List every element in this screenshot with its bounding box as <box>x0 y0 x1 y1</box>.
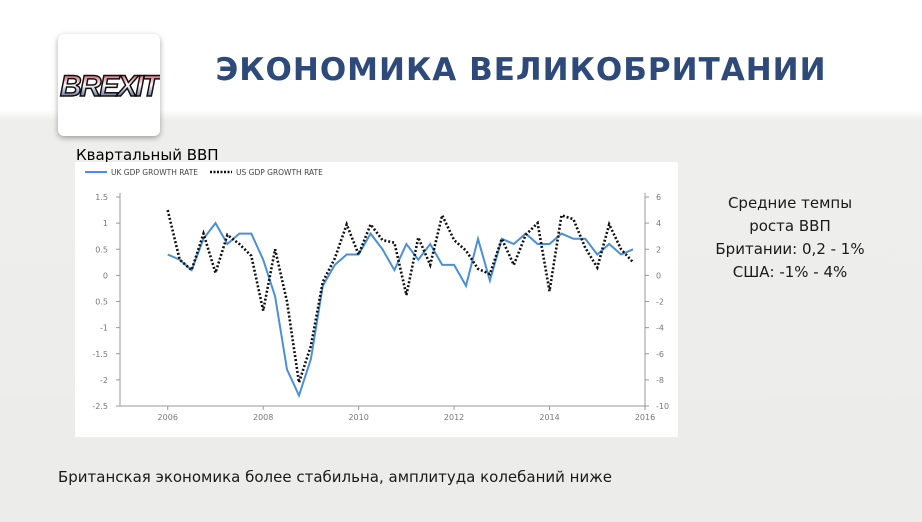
side-note-line: Британии: 0,2 - 1% <box>715 240 865 258</box>
logo-wordmark: BREXIT <box>60 70 160 103</box>
slide-title: ЭКОНОМИКА ВЕЛИКОБРИТАНИИ <box>215 52 827 88</box>
y-left-tick-label: -2.5 <box>92 402 108 411</box>
x-tick-label: 2016 <box>635 413 655 422</box>
y-right-tick-label: -10 <box>656 402 669 411</box>
y-right-tick-label: -8 <box>656 376 664 385</box>
x-tick-label: 2006 <box>158 413 178 422</box>
y-right-tick-label: -6 <box>656 350 664 359</box>
y-right-tick-label: 6 <box>656 193 661 202</box>
y-right-tick-label: 2 <box>656 245 661 254</box>
y-right-tick-label: -4 <box>656 324 664 333</box>
y-left-tick-label: 0 <box>103 271 108 280</box>
side-note-line: США: -1% - 4% <box>732 263 848 281</box>
x-tick-label: 2010 <box>348 413 368 422</box>
y-left-tick-label: -1 <box>100 324 108 333</box>
gdp-chart: -2.5 -2 -1.5 -1 0.5 0 0.5 1 1.5 -10 -8 -6 -4 -2 0 2 4 6 20… <box>75 162 678 437</box>
y-right-tick-label: 0 <box>656 271 661 280</box>
y-left-tick-label: -1.5 <box>92 350 108 359</box>
side-note: Средние темпы роста ВВП Британии: 0,2 - … <box>700 192 880 284</box>
x-tick-label: 2008 <box>253 413 273 422</box>
x-tick-label: 2012 <box>444 413 464 422</box>
y-left-tick-label: 1.5 <box>95 193 108 202</box>
brexit-logo-graphic: BREXIT <box>59 69 160 104</box>
chart-caption: Квартальный ВВП <box>76 146 219 164</box>
side-note-line: Средние темпы <box>727 194 853 212</box>
y-right-tick-label: -2 <box>656 298 664 307</box>
us-gdp-series-line <box>166 209 635 383</box>
legend-label: UK GDP GROWTH RATE <box>111 168 198 177</box>
y-left-tick-label: 0.5 <box>95 298 108 307</box>
x-tick-label: 2014 <box>539 413 559 422</box>
bottom-note: Британская экономика более стабильна, ам… <box>58 468 612 486</box>
legend-label: US GDP GROWTH RATE <box>236 168 323 177</box>
gdp-chart-svg: -2.5 -2 -1.5 -1 0.5 0 0.5 1 1.5 -10 -8 -6 -4 -2 0 2 4 6 20… <box>85 168 669 422</box>
y-left-tick-label: 0.5 <box>95 245 108 254</box>
y-left-tick-label: -2 <box>100 376 108 385</box>
brexit-logo: BREXIT <box>58 34 160 136</box>
side-note-line: роста ВВП <box>749 217 831 235</box>
uk-gdp-series-line <box>167 221 634 399</box>
y-right-tick-label: 4 <box>656 219 661 228</box>
y-left-tick-label: 1 <box>103 219 108 228</box>
